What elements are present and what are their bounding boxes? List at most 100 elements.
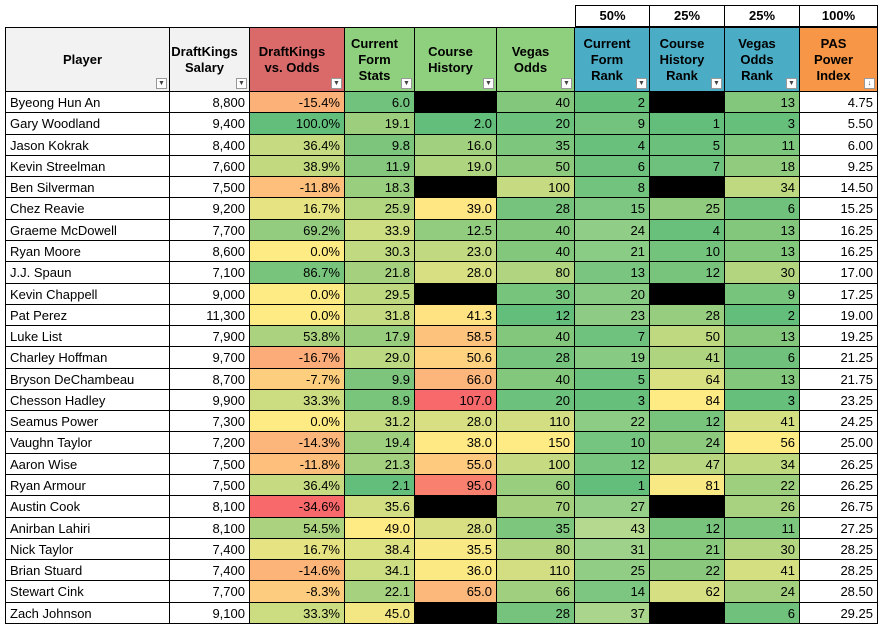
data-cell: 7,300 [170, 411, 250, 433]
weight-cell: 25% [725, 5, 800, 27]
data-cell: 7,700 [170, 581, 250, 603]
data-cell: 28.50 [800, 581, 878, 603]
data-cell: 50.6 [415, 347, 497, 369]
data-cell: 21.8 [345, 262, 415, 284]
column-header: DraftKings Salary ▼ [170, 27, 250, 92]
data-cell: 9,200 [170, 198, 250, 220]
player-name: Jason Kokrak [5, 134, 170, 156]
data-cell: 13 [575, 262, 650, 284]
data-cell: 65.0 [415, 581, 497, 603]
data-cell: 23.0 [415, 240, 497, 263]
data-cell [415, 602, 497, 624]
column-header: Vegas Odds Rank ▼ [725, 27, 800, 92]
data-cell: 16.25 [800, 219, 878, 241]
data-cell: 5 [650, 134, 725, 156]
data-cell: 14 [575, 581, 650, 603]
data-cell: 29.0 [345, 347, 415, 369]
data-cell: 8 [575, 177, 650, 199]
data-cell: 10 [575, 432, 650, 454]
data-cell: 19.4 [345, 432, 415, 454]
column-header: Course History Rank ▼ [650, 27, 725, 92]
data-cell: 7,900 [170, 326, 250, 348]
data-cell [650, 92, 725, 114]
player-name: Luke List [5, 326, 170, 348]
column-header: PAS Power Index ↓ [800, 27, 878, 92]
data-cell: 21 [650, 538, 725, 561]
data-cell: 34 [725, 177, 800, 199]
data-cell: 28.0 [415, 262, 497, 284]
data-cell: 9.25 [800, 155, 878, 178]
filter-button[interactable]: ▼ [401, 78, 412, 89]
column-header: DraftKings vs. Odds ▼ [250, 27, 345, 92]
player-name: Charley Hoffman [5, 347, 170, 369]
data-cell: -11.8% [250, 177, 345, 199]
data-cell: 31 [575, 538, 650, 561]
filter-button[interactable]: ▼ [156, 78, 167, 89]
data-cell: 9,400 [170, 113, 250, 135]
player-name: Seamus Power [5, 411, 170, 433]
data-cell: 16.7% [250, 198, 345, 220]
data-cell: 30 [497, 283, 575, 305]
filter-button[interactable]: ↓ [864, 78, 875, 89]
data-cell: 4 [650, 219, 725, 241]
data-cell: 17.25 [800, 283, 878, 305]
data-cell [650, 283, 725, 305]
filter-button[interactable]: ▼ [483, 78, 494, 89]
data-cell [415, 177, 497, 199]
data-cell: 35.5 [415, 538, 497, 561]
data-cell: 25 [650, 198, 725, 220]
data-cell: 11 [725, 517, 800, 539]
data-cell: 70 [497, 496, 575, 518]
data-cell: 7,400 [170, 538, 250, 561]
data-cell: 150 [497, 432, 575, 454]
data-cell: 62 [650, 581, 725, 603]
data-cell: 31.2 [345, 411, 415, 433]
data-cell: 38.0 [415, 432, 497, 454]
filter-button[interactable]: ▼ [711, 78, 722, 89]
filter-button[interactable]: ▼ [786, 78, 797, 89]
data-cell: 8,400 [170, 134, 250, 156]
data-cell: 23 [575, 304, 650, 327]
data-cell: 26.25 [800, 475, 878, 497]
data-cell: 0.0% [250, 304, 345, 327]
data-cell: 41 [725, 411, 800, 433]
data-cell: 35 [497, 517, 575, 539]
data-cell: 66 [497, 581, 575, 603]
data-cell: 9,100 [170, 602, 250, 624]
data-cell: 7 [575, 326, 650, 348]
data-cell: 12 [650, 517, 725, 539]
data-cell: 35 [497, 134, 575, 156]
data-cell: 28.0 [415, 517, 497, 539]
filter-button[interactable]: ▼ [636, 78, 647, 89]
data-cell: 7,100 [170, 262, 250, 284]
column-header: Player ▼ [5, 27, 170, 92]
data-cell: 30.3 [345, 240, 415, 263]
data-cell: 6.00 [800, 134, 878, 156]
filter-button[interactable]: ▼ [561, 78, 572, 89]
data-cell: 16.7% [250, 538, 345, 561]
data-cell: 20 [497, 389, 575, 412]
player-name: Kevin Chappell [5, 283, 170, 305]
data-cell: 18 [725, 155, 800, 178]
data-cell: 50 [497, 155, 575, 178]
filter-button[interactable]: ▼ [236, 78, 247, 89]
filter-button[interactable]: ▼ [331, 78, 342, 89]
data-cell [415, 283, 497, 305]
data-cell: 39.0 [415, 198, 497, 220]
column-header: Current Form Rank ▼ [575, 27, 650, 92]
data-cell: 7,500 [170, 453, 250, 476]
data-cell: 12.5 [415, 219, 497, 241]
data-cell: 13 [725, 240, 800, 263]
data-cell [650, 177, 725, 199]
data-cell: 36.4% [250, 475, 345, 497]
player-name: Aaron Wise [5, 453, 170, 476]
data-cell [650, 602, 725, 624]
data-cell: 5 [575, 368, 650, 390]
data-cell: 21.75 [800, 368, 878, 390]
data-cell: 28.0 [415, 411, 497, 433]
data-cell: 6.0 [345, 92, 415, 114]
data-cell: 9 [575, 113, 650, 135]
player-name: Brian Stuard [5, 560, 170, 582]
data-cell: 36.4% [250, 134, 345, 156]
player-name: J.J. Spaun [5, 262, 170, 284]
